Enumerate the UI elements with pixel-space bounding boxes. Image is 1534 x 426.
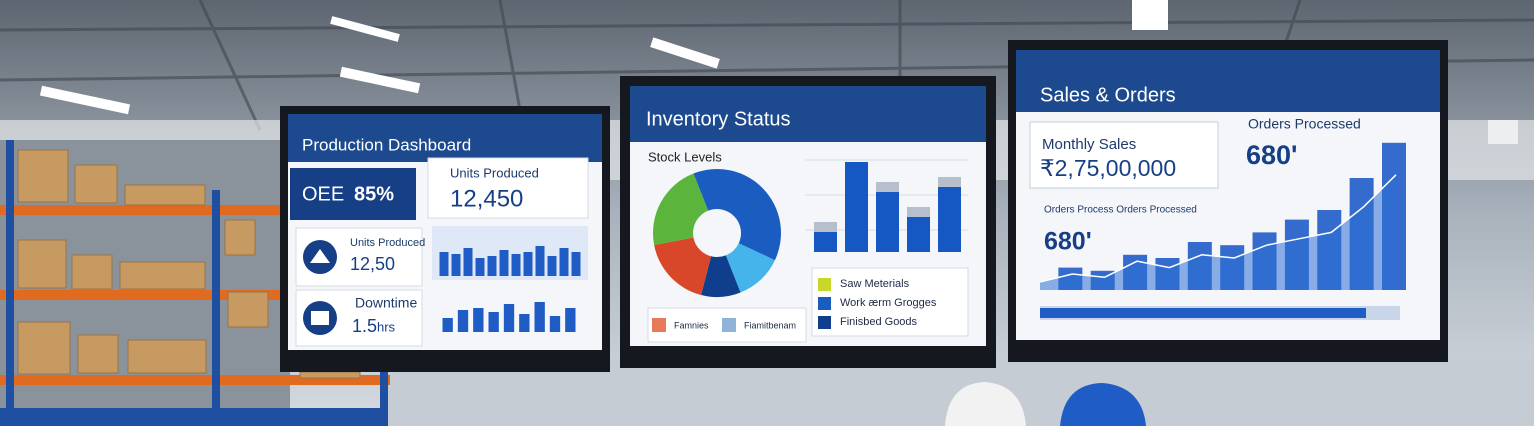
bar [547,256,557,276]
screen-title: Production Dashboard [302,135,471,154]
bar [511,254,521,276]
bar [519,314,530,332]
tile-label: Downtime [355,295,417,311]
shelving [0,140,390,426]
kpi-value: 680' [1044,228,1092,256]
bar-cap [938,177,961,187]
legend-label: Saw Meterials [840,278,910,290]
bar [457,310,469,332]
screen-title: Sales & Orders [1040,84,1176,106]
bar [535,246,545,276]
pie-slice [654,237,712,295]
bar [534,302,545,332]
hard-hats [945,382,1146,426]
bar [549,316,561,332]
bar [814,232,837,252]
legend-swatch [818,297,831,310]
legend-label: Finisbed Goods [840,316,918,328]
kpi-label: Orders Processed [1248,116,1361,132]
legend-label: Fiamitbenam [744,320,796,330]
kpi-label: OEE [302,183,344,205]
bar [938,187,961,252]
pie-slice [653,173,709,245]
bar-cap [876,182,899,192]
bar [451,254,461,276]
bar [523,252,533,276]
bar [499,250,509,276]
bar [876,192,899,252]
bar [565,308,576,332]
tile-value: 1.5 [352,316,377,336]
bar [475,258,485,276]
pie-slice [725,243,775,293]
legend-swatch [818,316,831,329]
pie-slice [701,255,741,297]
kpi-value: 680' [1246,140,1297,170]
bar [463,248,473,276]
kpi-label: Monthly Sales [1042,136,1136,153]
bar [439,252,449,276]
screen-title: Inventory Status [646,108,791,130]
pie-slice [693,169,781,261]
bar-cap [814,222,837,232]
legend-swatch [818,278,831,291]
bar [442,318,453,332]
legend-swatch [722,318,736,332]
kpi-value: ₹2,75,00,000 [1040,155,1176,181]
legend-label: Work ærm Grogges [840,297,937,309]
bar [559,248,569,276]
kpi-value: 85% [354,183,394,205]
kpi-label: Units Produced [450,165,539,180]
legend-swatch [652,318,666,332]
bar [571,252,581,276]
tile-label: Units Produced [350,237,425,249]
bar [503,304,515,332]
chart-subtitle: Stock Levels [648,149,722,164]
trend-area [1040,174,1396,290]
tile-value: 12,50 [350,254,395,274]
bar [487,256,497,276]
tile-unit: hrs [377,319,396,334]
kpi-label: Orders Process Orders Processed [1044,205,1197,216]
bar [473,308,484,332]
legend-label: Famnies [674,320,709,330]
bar [488,312,499,332]
trend-line [1039,174,1397,283]
kpi-value: 12,450 [450,185,523,212]
bar [845,162,868,252]
bar [907,217,930,252]
bar-cap [907,207,930,217]
